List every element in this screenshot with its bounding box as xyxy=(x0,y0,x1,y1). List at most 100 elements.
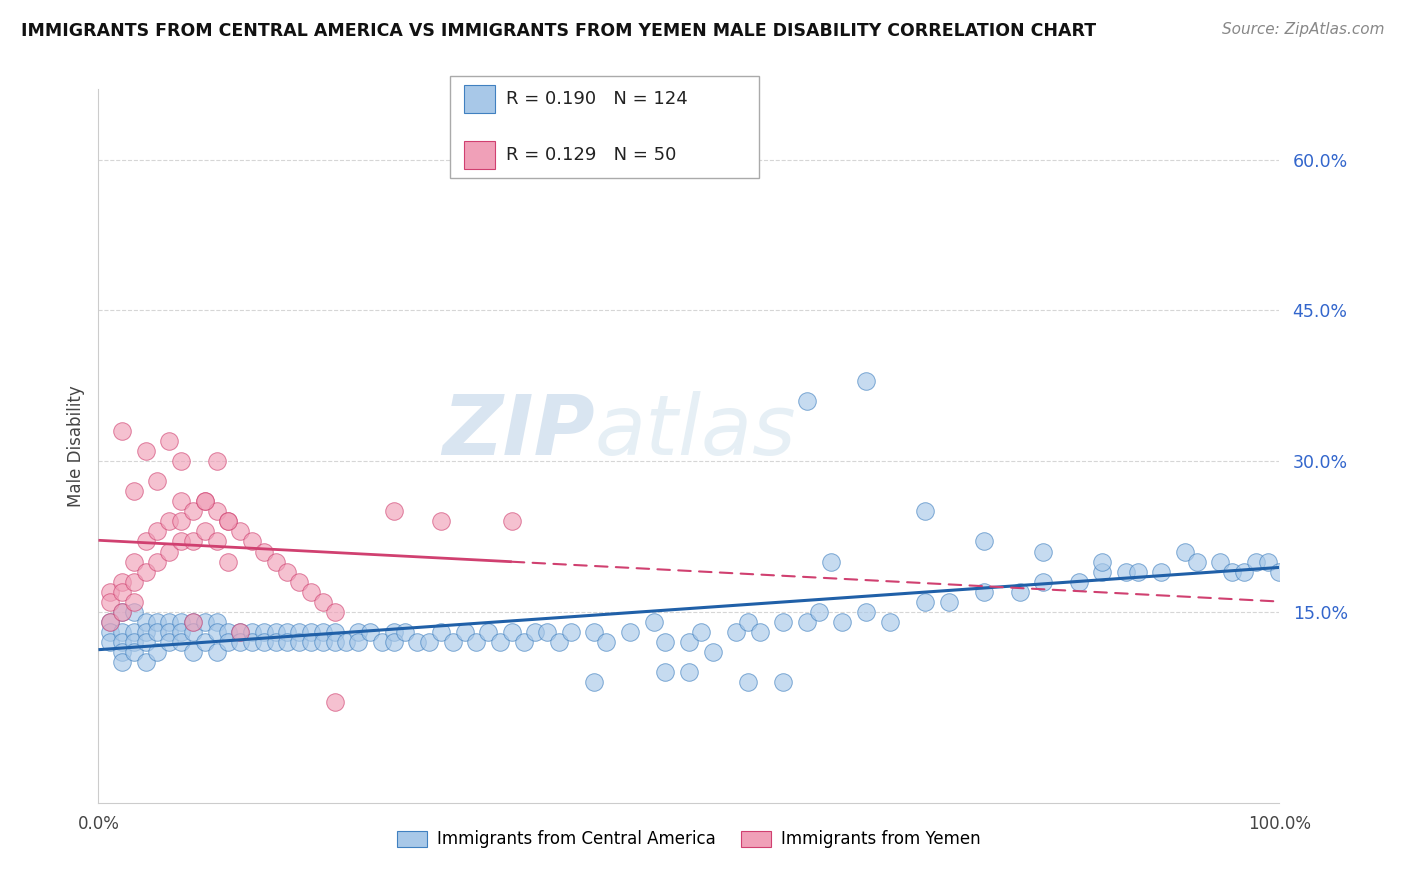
Point xyxy=(347,635,370,649)
Point xyxy=(689,624,711,639)
Point xyxy=(1244,555,1267,569)
Point xyxy=(1209,555,1232,569)
Point xyxy=(276,565,298,579)
Point xyxy=(122,635,145,649)
Point xyxy=(135,624,157,639)
Point xyxy=(748,624,770,639)
Point xyxy=(111,424,134,438)
Point xyxy=(98,615,121,629)
Point xyxy=(264,555,287,569)
Point xyxy=(807,605,830,619)
Point xyxy=(135,444,157,458)
Point xyxy=(335,635,357,649)
Point xyxy=(98,595,121,609)
Point xyxy=(371,635,394,649)
Point xyxy=(737,615,759,629)
Point xyxy=(194,635,217,649)
Point xyxy=(288,624,311,639)
Text: R = 0.129   N = 50: R = 0.129 N = 50 xyxy=(506,146,676,164)
Point xyxy=(98,584,121,599)
Point xyxy=(299,584,322,599)
Point xyxy=(157,434,180,448)
Point xyxy=(194,615,217,629)
Point xyxy=(489,635,512,649)
Point xyxy=(229,624,252,639)
Point xyxy=(914,595,936,609)
Point xyxy=(1220,565,1243,579)
Point xyxy=(205,624,228,639)
Point xyxy=(135,655,157,669)
Point xyxy=(1115,565,1137,579)
Point xyxy=(170,624,193,639)
Point xyxy=(181,624,204,639)
Point xyxy=(1091,565,1114,579)
Point xyxy=(323,635,346,649)
Point xyxy=(772,675,794,690)
Point xyxy=(855,605,877,619)
Point xyxy=(548,635,571,649)
Point xyxy=(973,534,995,549)
Point xyxy=(240,534,263,549)
Y-axis label: Male Disability: Male Disability xyxy=(66,385,84,507)
Point xyxy=(619,624,641,639)
Point xyxy=(240,624,263,639)
Point xyxy=(394,624,416,639)
Point xyxy=(146,645,169,659)
Point xyxy=(170,615,193,629)
Text: IMMIGRANTS FROM CENTRAL AMERICA VS IMMIGRANTS FROM YEMEN MALE DISABILITY CORRELA: IMMIGRANTS FROM CENTRAL AMERICA VS IMMIG… xyxy=(21,22,1097,40)
Point xyxy=(111,655,134,669)
Point xyxy=(146,624,169,639)
Point xyxy=(111,624,134,639)
Point xyxy=(1268,565,1291,579)
Point xyxy=(98,615,121,629)
Point xyxy=(583,624,606,639)
Point xyxy=(312,595,335,609)
Point xyxy=(276,624,298,639)
Point xyxy=(181,534,204,549)
Point xyxy=(501,624,523,639)
Point xyxy=(229,524,252,539)
Point xyxy=(914,504,936,518)
Point xyxy=(359,624,381,639)
Point xyxy=(477,624,499,639)
Point xyxy=(157,515,180,529)
Point xyxy=(725,624,748,639)
Point xyxy=(264,624,287,639)
Point xyxy=(122,555,145,569)
Point xyxy=(157,624,180,639)
Point xyxy=(253,544,276,558)
Point xyxy=(323,605,346,619)
Point xyxy=(217,635,239,649)
Point xyxy=(382,624,405,639)
Point xyxy=(122,484,145,499)
Point xyxy=(1008,584,1031,599)
Point xyxy=(122,624,145,639)
Point xyxy=(737,675,759,690)
Point xyxy=(299,635,322,649)
Point xyxy=(111,574,134,589)
Point xyxy=(181,615,204,629)
Point xyxy=(157,544,180,558)
Point xyxy=(1185,555,1208,569)
Point xyxy=(1233,565,1256,579)
Point xyxy=(1091,555,1114,569)
Point xyxy=(465,635,488,649)
Point xyxy=(135,565,157,579)
Point xyxy=(312,624,335,639)
Point xyxy=(111,645,134,659)
Point xyxy=(312,635,335,649)
Point xyxy=(170,534,193,549)
Point xyxy=(205,615,228,629)
Point xyxy=(111,605,134,619)
Text: ZIP: ZIP xyxy=(441,392,595,472)
Point xyxy=(453,624,475,639)
Point xyxy=(253,624,276,639)
Point xyxy=(181,504,204,518)
Point xyxy=(418,635,440,649)
Legend: Immigrants from Central America, Immigrants from Yemen: Immigrants from Central America, Immigra… xyxy=(391,824,987,855)
Point xyxy=(217,515,239,529)
Point xyxy=(643,615,665,629)
Point xyxy=(524,624,547,639)
Text: R = 0.190   N = 124: R = 0.190 N = 124 xyxy=(506,90,688,108)
Point xyxy=(702,645,724,659)
